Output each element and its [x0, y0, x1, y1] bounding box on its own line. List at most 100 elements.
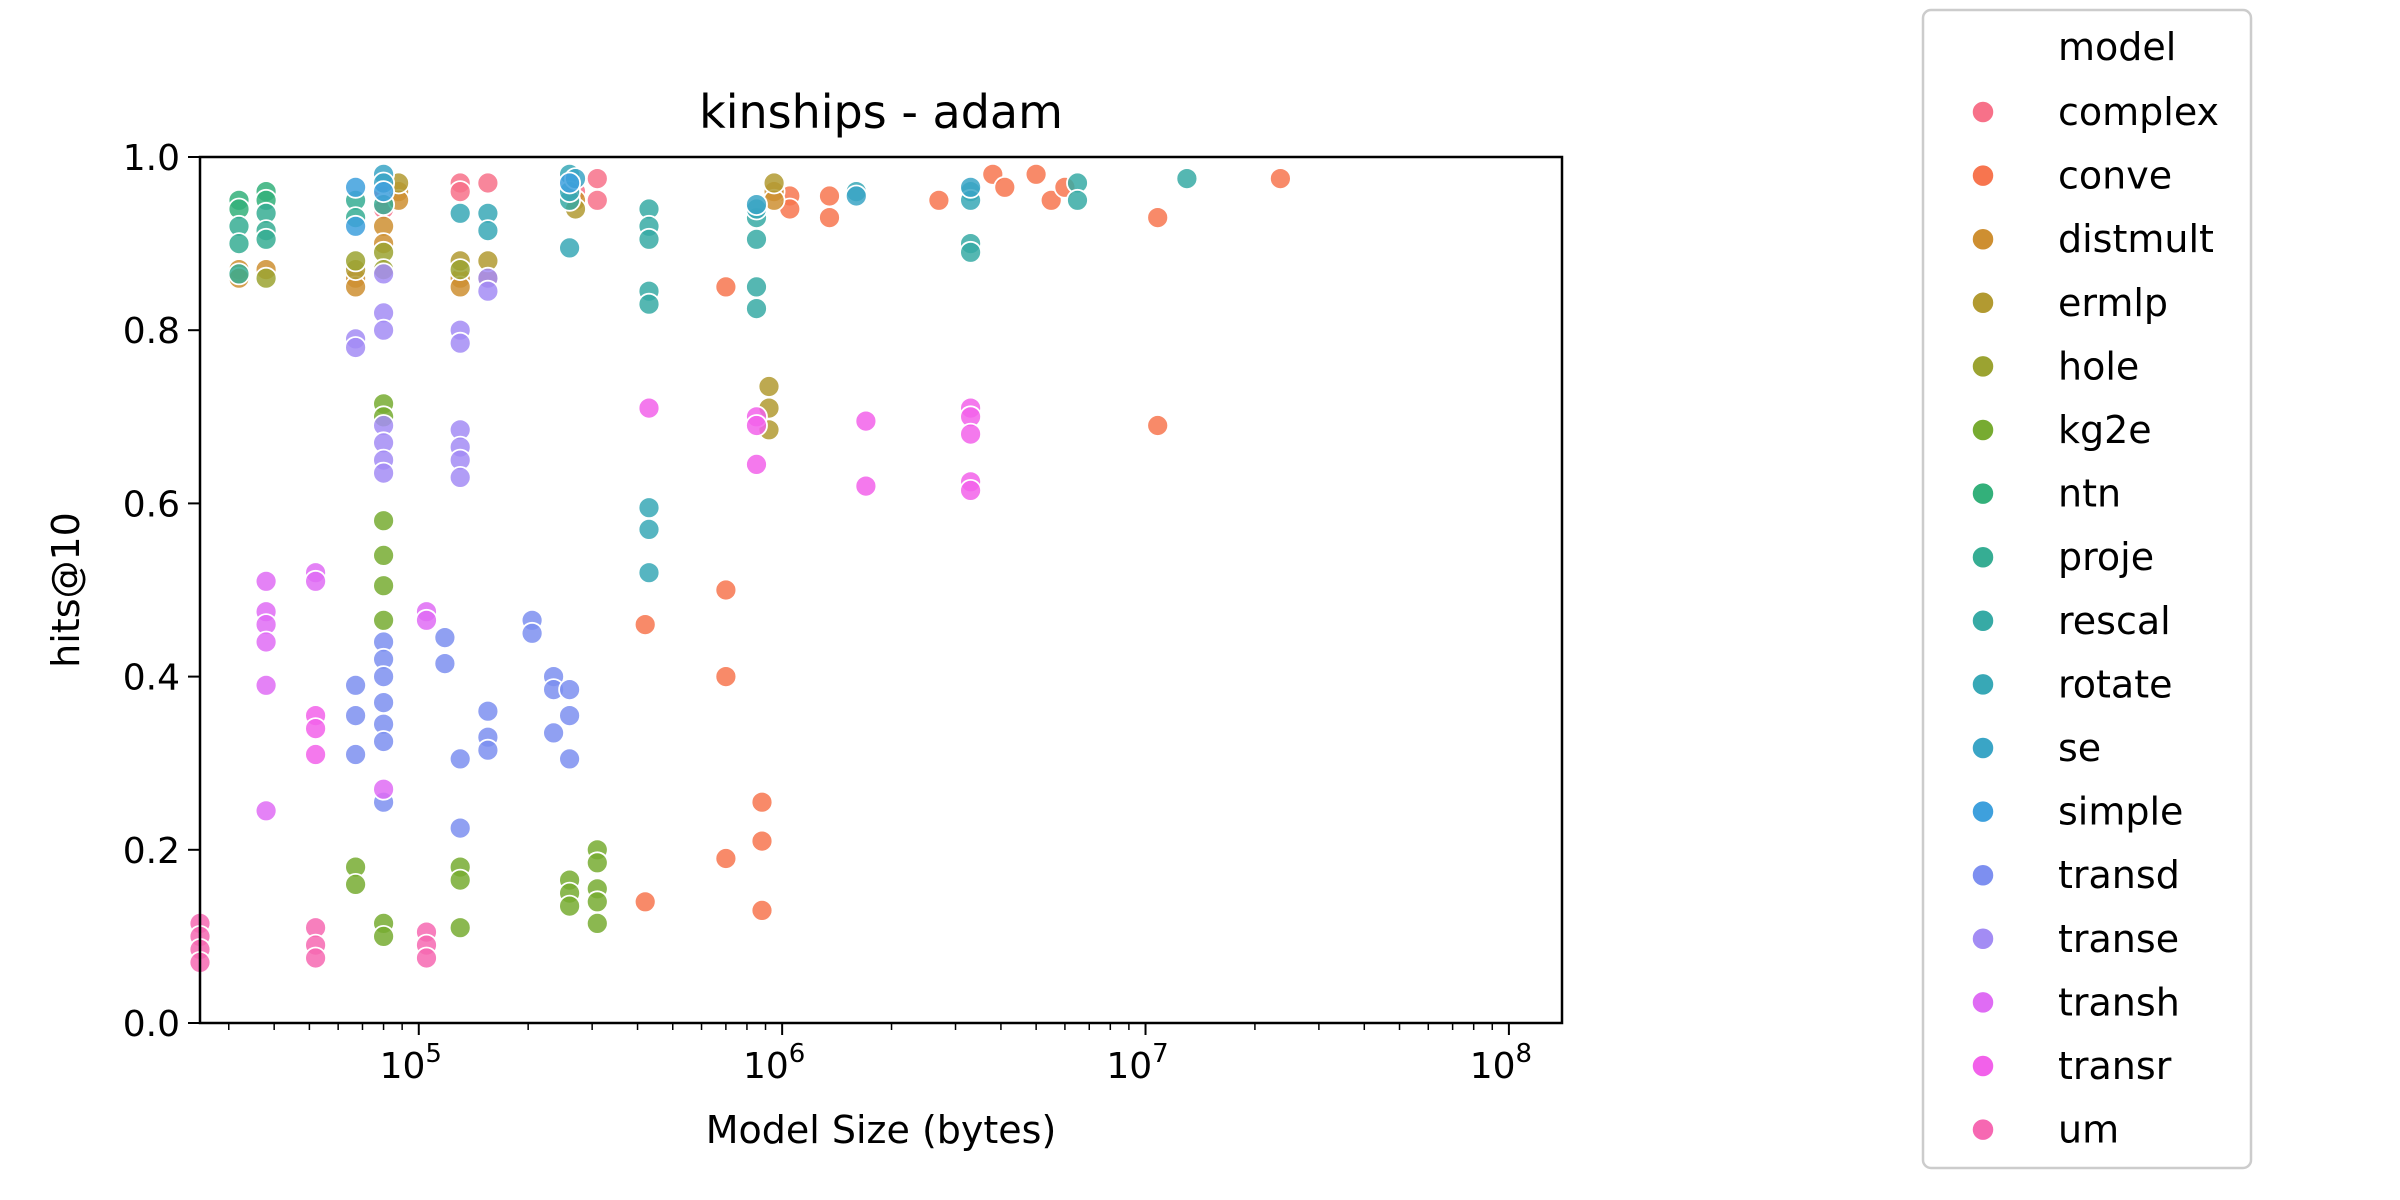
y-tick-label: 1.0 [123, 138, 180, 179]
point-transr-13 [959, 478, 982, 502]
point-simple-3 [558, 171, 581, 195]
x-axis-ticks: 105 106 107 108 [228, 1023, 1532, 1087]
point-proje-2 [227, 262, 251, 286]
plot-frame [198, 155, 1564, 1025]
legend-frame [1921, 8, 2253, 1170]
point-transd-12 [448, 747, 472, 771]
point-rotate-6 [637, 496, 661, 520]
point-rescal-8 [745, 297, 768, 321]
point-hole-4 [448, 258, 472, 282]
legend-marker-transh [1971, 990, 1995, 1015]
point-transd-16 [476, 738, 500, 762]
point-transd-23 [558, 704, 581, 727]
point-complex-6 [585, 188, 609, 212]
point-conve-2 [818, 184, 841, 208]
point-kg2e-4 [372, 574, 396, 598]
point-conve-14 [714, 578, 738, 602]
legend-label-um: um [2058, 1108, 2119, 1152]
point-transh-5 [254, 799, 278, 823]
point-transd-13 [448, 816, 472, 840]
point-transr-8 [854, 474, 878, 498]
point-rotate-7 [637, 518, 661, 541]
legend-label-se: se [2058, 726, 2101, 770]
point-conve-6 [993, 175, 1017, 199]
x-axis-label: Model Size (bytes) [706, 1108, 1057, 1152]
point-transd-11 [433, 652, 457, 675]
legend-label-conve: conve [2058, 154, 2172, 198]
point-conve-3 [818, 206, 841, 230]
point-proje-1 [227, 232, 251, 256]
legend-marker-kg2e [1971, 418, 1995, 442]
x-tick-label: 107 [1106, 1039, 1168, 1087]
point-transe-4 [372, 318, 396, 342]
legend-marker-conve [1971, 163, 1995, 188]
legend-label-simple: simple [2058, 790, 2183, 834]
point-conve-11 [1146, 414, 1170, 437]
legend-label-ermlp: ermlp [2058, 281, 2168, 325]
legend-marker-proje [1971, 545, 1995, 569]
point-transd-24 [558, 747, 581, 771]
legend-label-ntn: ntn [2058, 472, 2121, 516]
point-rotate-8 [637, 561, 661, 585]
point-rotate-5 [448, 201, 472, 225]
point-transd-1 [344, 704, 368, 727]
legend-marker-rescal [1971, 609, 1995, 633]
legend-marker-simple [1971, 799, 1995, 824]
point-transh-0 [254, 569, 278, 593]
point-simple-0 [344, 175, 368, 199]
point-transd-6 [372, 691, 396, 714]
y-axis-ticks: 0.0 0.2 0.4 0.6 0.8 1.0 [123, 138, 200, 1045]
point-conve-20 [750, 829, 774, 853]
point-transr-3 [637, 396, 661, 420]
legend-marker-transd [1971, 863, 1995, 887]
point-simple-1 [344, 214, 368, 238]
point-rescal-4 [637, 292, 661, 316]
point-rescal-7 [745, 275, 768, 299]
point-transr-1 [304, 717, 328, 740]
point-proje-5 [254, 227, 278, 251]
point-conve-18 [633, 890, 657, 914]
point-kg2e-9 [372, 925, 396, 948]
point-conve-13 [714, 275, 738, 299]
point-transh-10 [415, 608, 438, 632]
point-kg2e-15 [558, 894, 581, 918]
point-hole-1 [344, 249, 368, 273]
y-axis-label: hits@10 [44, 512, 88, 668]
legend-marker-ermlp [1971, 291, 1995, 315]
legend-label-kg2e: kg2e [2058, 408, 2152, 452]
point-transe-14 [448, 465, 472, 489]
legend-label-complex: complex [2058, 90, 2219, 134]
point-ermlp-5 [757, 375, 781, 398]
point-transd-0 [344, 673, 368, 697]
point-kg2e-11 [448, 868, 472, 892]
point-kg2e-20 [585, 912, 609, 935]
point-transe-2 [372, 262, 396, 286]
y-tick-label: 0.6 [123, 484, 180, 525]
point-kg2e-17 [585, 851, 609, 875]
point-transd-2 [344, 743, 368, 766]
y-tick-label: 0.8 [123, 311, 180, 352]
y-tick-label: 0.2 [123, 831, 180, 872]
point-transr-6 [745, 452, 768, 476]
legend-items: complex conve distmult ermlp hole kg2e ntn proj… [1971, 90, 2219, 1152]
point-transe-16 [476, 279, 500, 303]
y-tick-label: 0.4 [123, 658, 180, 699]
point-rescal-6 [745, 227, 768, 251]
x-tick-label: 106 [743, 1039, 805, 1087]
point-conve-10 [1146, 206, 1170, 230]
point-rescal-12 [1066, 188, 1089, 212]
point-transd-18 [520, 621, 544, 645]
legend-label-transh: transh [2058, 980, 2180, 1024]
point-transr-7 [854, 409, 878, 433]
point-conve-8 [1039, 188, 1063, 212]
point-kg2e-19 [585, 890, 609, 914]
legend-label-rescal: rescal [2058, 599, 2171, 643]
point-kg2e-12 [448, 916, 472, 940]
point-conve-21 [750, 899, 774, 922]
point-transh-7 [304, 569, 328, 593]
point-conve-19 [750, 790, 774, 814]
legend-marker-rotate [1971, 672, 1995, 697]
point-hole-0 [254, 266, 278, 290]
legend-label-rotate: rotate [2058, 662, 2173, 706]
